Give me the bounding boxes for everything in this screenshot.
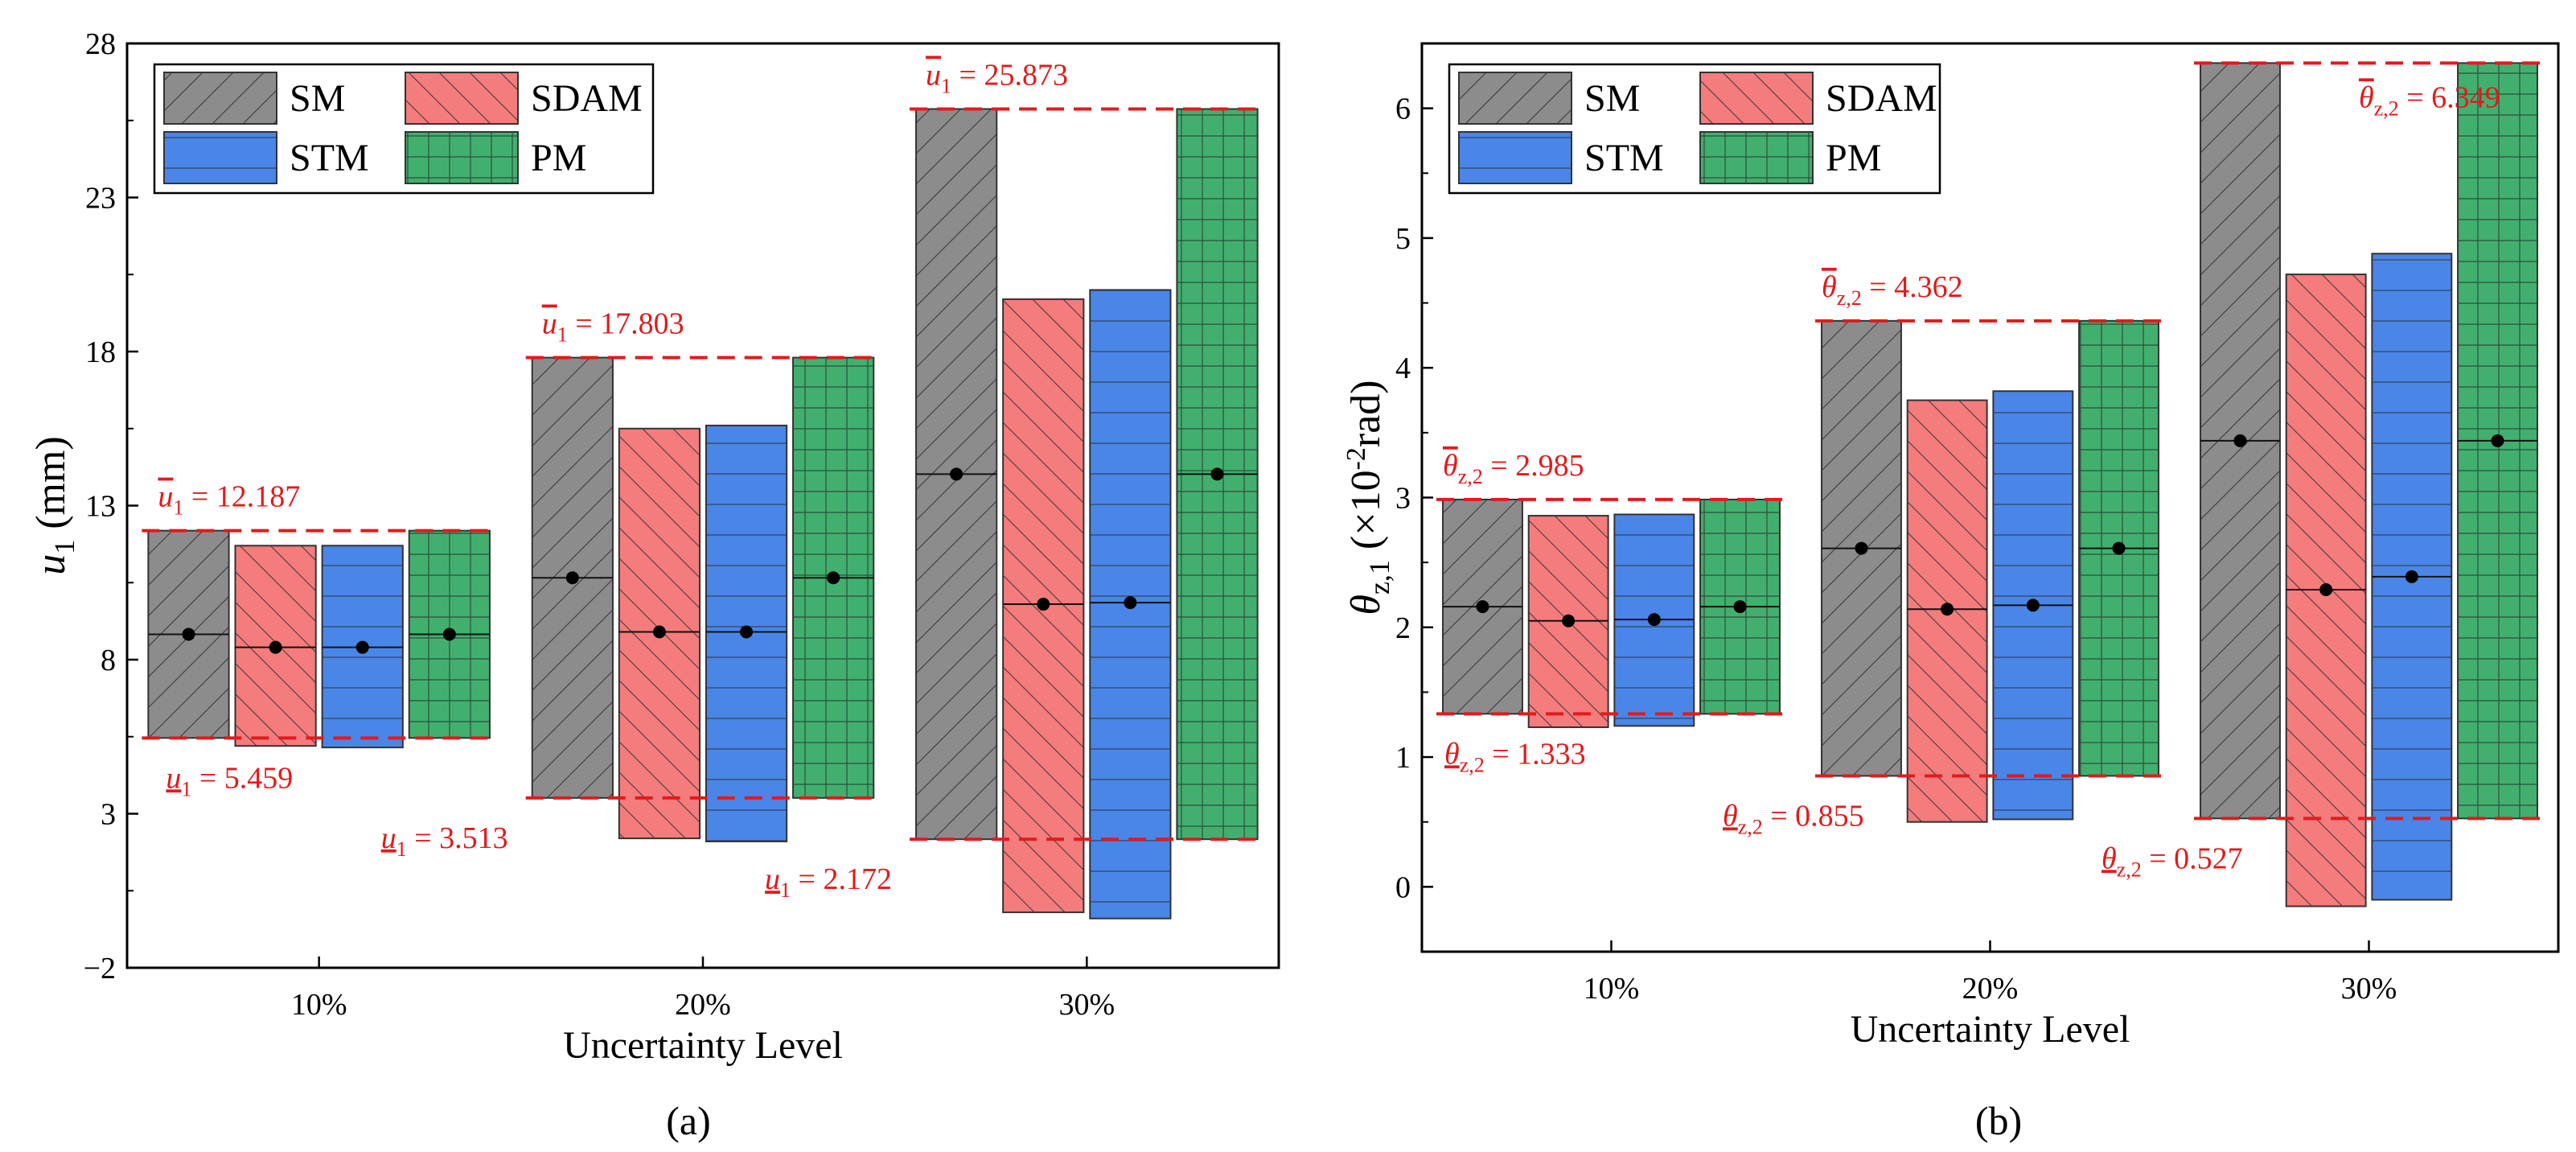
legend-label: STM — [1584, 137, 1664, 179]
midpoint-marker — [2405, 570, 2418, 583]
legend-label: PM — [1826, 137, 1881, 179]
legend-swatch — [405, 72, 519, 125]
midpoint-marker — [1124, 596, 1137, 610]
upper-bound-label: θz,2 = 4.362 — [1822, 270, 1963, 310]
lower-bound-label: θz,2 = 0.527 — [2101, 841, 2243, 881]
y-tick-label: 28 — [85, 27, 116, 61]
caption-b: (b) — [1975, 1098, 2022, 1143]
upper-bound-label: θz,2 = 2.985 — [1443, 449, 1584, 488]
legend-label: PM — [531, 137, 586, 179]
midpoint-marker — [2026, 599, 2040, 612]
y-tick-label: −2 — [84, 952, 116, 985]
y-tick-label: 2 — [1395, 611, 1411, 645]
caption-a: (a) — [666, 1098, 711, 1143]
y-tick-label: 3 — [101, 798, 116, 832]
midpoint-marker — [565, 571, 579, 585]
midpoint-marker — [1037, 598, 1050, 611]
x-tick-label: 30% — [2341, 972, 2397, 1006]
upper-bound-label: θz,2 = 6.349 — [2359, 80, 2500, 120]
x-tick-label: 10% — [291, 988, 347, 1022]
midpoint-marker — [1562, 614, 1576, 627]
y-tick-label: 0 — [1395, 870, 1411, 904]
midpoint-marker — [269, 640, 282, 654]
panel-a-chart: −2 3 8 13 18 23 28 10% 20% 30% Uncertainty Level u1… — [28, 27, 1280, 1067]
legend-label: SDAM — [531, 77, 643, 120]
upper-bound-label: u1 = 12.187 — [158, 480, 300, 520]
x-tick-label: 30% — [1059, 988, 1115, 1022]
legend-label: SM — [290, 77, 345, 120]
legend-label: SDAM — [1826, 77, 1937, 120]
y-tick-label: 1 — [1395, 741, 1411, 775]
panel-b-chart: 0 1 2 3 4 5 6 10% 20% 30% Uncertainty Level θz,1 (×… — [1341, 42, 2560, 1051]
midpoint-marker — [2112, 541, 2126, 555]
midpoint-marker — [2491, 434, 2504, 447]
midpoint-marker — [2319, 583, 2333, 597]
legend-swatch — [1699, 72, 1814, 125]
midpoint-marker — [950, 467, 963, 481]
midpoint-marker — [1855, 541, 1868, 555]
y-tick-label: 23 — [85, 182, 116, 216]
legend-label: SM — [1584, 77, 1640, 120]
y-tick-label: 13 — [85, 490, 116, 524]
y-axis-title: θz,1 (×10-2rad) — [1341, 380, 1395, 615]
midpoint-marker — [1476, 600, 1489, 614]
legend-swatch — [163, 131, 277, 184]
midpoint-marker — [1210, 467, 1224, 481]
lower-bound-label: θz,2 = 1.333 — [1444, 737, 1586, 776]
midpoint-marker — [740, 625, 754, 639]
y-tick-label: 4 — [1395, 352, 1411, 385]
y-tick-label: 8 — [101, 644, 116, 677]
legend-swatch — [163, 72, 277, 125]
x-tick-label: 10% — [1584, 972, 1640, 1006]
legend: SM SDAM STM PM — [153, 63, 655, 195]
x-axis-title: Uncertainty Level — [563, 1024, 843, 1067]
midpoint-marker — [827, 571, 840, 585]
midpoint-marker — [355, 640, 369, 654]
legend-label: STM — [290, 137, 369, 179]
midpoint-marker — [1647, 613, 1661, 627]
upper-bound-label: u1 = 25.873 — [926, 58, 1068, 97]
y-axis-title: u1 (mm) — [28, 436, 80, 575]
midpoint-marker — [2233, 434, 2247, 447]
legend-swatch — [1458, 72, 1572, 125]
x-axis-title: Uncertainty Level — [1851, 1008, 2130, 1051]
midpoint-marker — [652, 625, 666, 639]
lower-bound-label: θz,2 = 0.855 — [1723, 799, 1864, 838]
lower-bound-label: u1 = 5.459 — [166, 761, 293, 800]
midpoint-marker — [1733, 600, 1747, 614]
upper-bound-label: u1 = 17.803 — [542, 307, 684, 347]
legend-swatch — [1458, 131, 1572, 184]
legend-swatch — [405, 131, 519, 184]
legend: SM SDAM STM PM — [1448, 63, 1941, 195]
y-tick-label: 5 — [1395, 222, 1411, 256]
x-tick-label: 20% — [675, 988, 731, 1022]
midpoint-marker — [1941, 603, 1954, 616]
y-tick-label: 18 — [85, 335, 116, 369]
midpoint-marker — [442, 627, 456, 641]
x-tick-label: 20% — [1962, 972, 2019, 1006]
y-tick-label: 3 — [1395, 482, 1411, 516]
y-tick-label: 6 — [1395, 93, 1411, 126]
lower-bound-label: u1 = 3.513 — [381, 821, 508, 861]
lower-bound-label: u1 = 2.172 — [765, 862, 892, 902]
legend-swatch — [1699, 131, 1814, 184]
midpoint-marker — [182, 627, 195, 641]
